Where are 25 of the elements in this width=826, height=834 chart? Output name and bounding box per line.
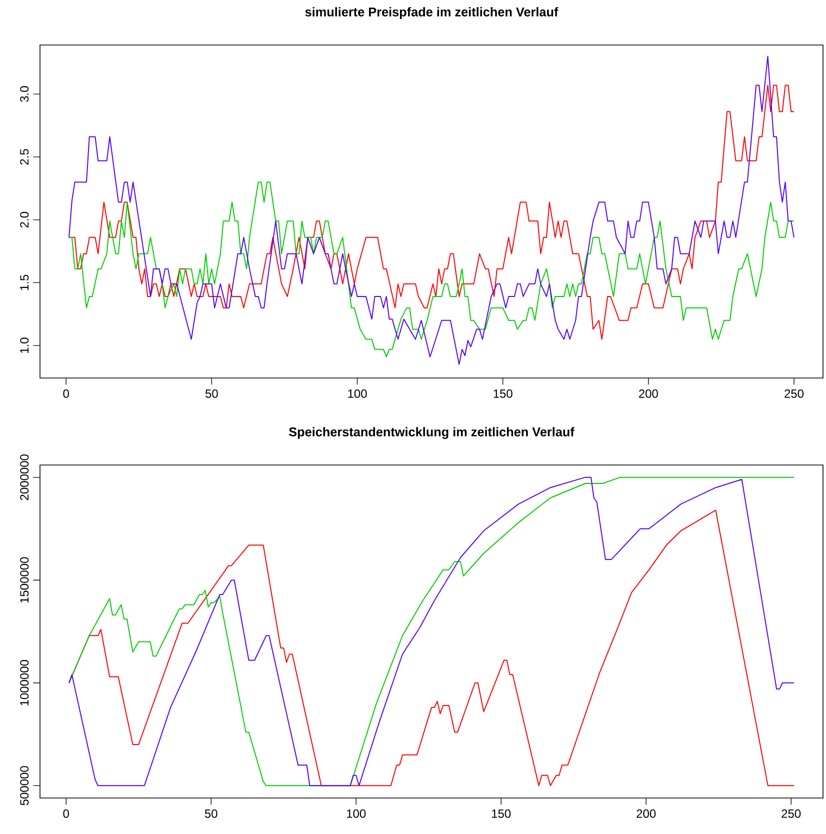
x-tick-label: 0 bbox=[63, 809, 69, 818]
y-tick-label: 1.5 bbox=[20, 274, 29, 290]
x-tick-label: 50 bbox=[205, 389, 218, 398]
x-tick-label: 200 bbox=[639, 389, 658, 398]
chart-title: simulierte Preispfade im zeitlichen Verlauf bbox=[305, 7, 558, 19]
y-tick-label: 1500000 bbox=[20, 557, 29, 603]
y-tick-label: 2000000 bbox=[20, 454, 29, 500]
chart-title: Speicherstandentwicklung im zeitlichen Verlauf bbox=[288, 427, 574, 439]
y-tick-label: 3.0 bbox=[20, 86, 29, 102]
x-tick-label: 200 bbox=[636, 809, 656, 818]
line-series bbox=[68, 56, 794, 365]
line-series bbox=[68, 182, 794, 358]
x-tick-label: 100 bbox=[347, 809, 366, 818]
y-tick-label: 500000 bbox=[20, 766, 29, 806]
x-tick-label: 100 bbox=[348, 389, 367, 398]
x-tick-label: 50 bbox=[204, 809, 218, 818]
x-tick-label: 250 bbox=[784, 389, 804, 398]
x-tick-label: 150 bbox=[492, 809, 511, 818]
x-tick-label: 250 bbox=[782, 809, 801, 818]
y-tick-label: 2.5 bbox=[20, 149, 29, 165]
y-tick-label: 1000000 bbox=[20, 660, 29, 706]
x-tick-label: 150 bbox=[494, 389, 512, 398]
y-tick-label: 2.0 bbox=[20, 212, 29, 228]
y-tick-label: 1.0 bbox=[20, 338, 29, 353]
x-tick-label: 0 bbox=[63, 389, 69, 398]
